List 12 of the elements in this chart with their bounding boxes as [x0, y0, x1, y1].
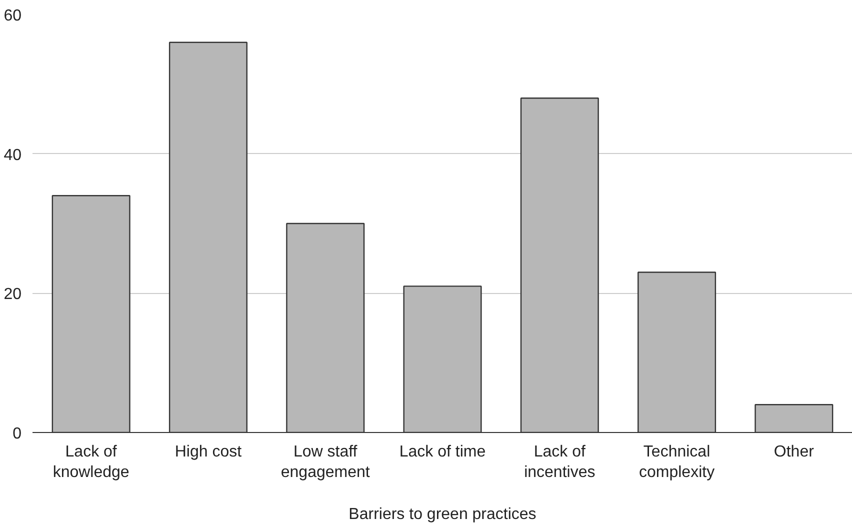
x-axis-title: Barriers to green practices	[348, 506, 536, 523]
x-tick-label: Technical complexity	[638, 444, 715, 481]
x-tick-label: Lack of incentives	[524, 444, 596, 481]
y-tick-label: 40	[4, 146, 22, 164]
x-tick-label: High cost	[174, 444, 242, 460]
y-tick-label: 60	[4, 8, 22, 24]
x-tick-label: Lack of knowledge	[52, 444, 130, 481]
x-tick-label: Low staff engagement	[280, 444, 370, 481]
y-tick-label: 20	[4, 286, 22, 304]
x-tick-label: Other	[774, 444, 815, 460]
x-tick-label: Lack of time	[399, 444, 486, 460]
y-tick-label: 0	[12, 426, 22, 442]
